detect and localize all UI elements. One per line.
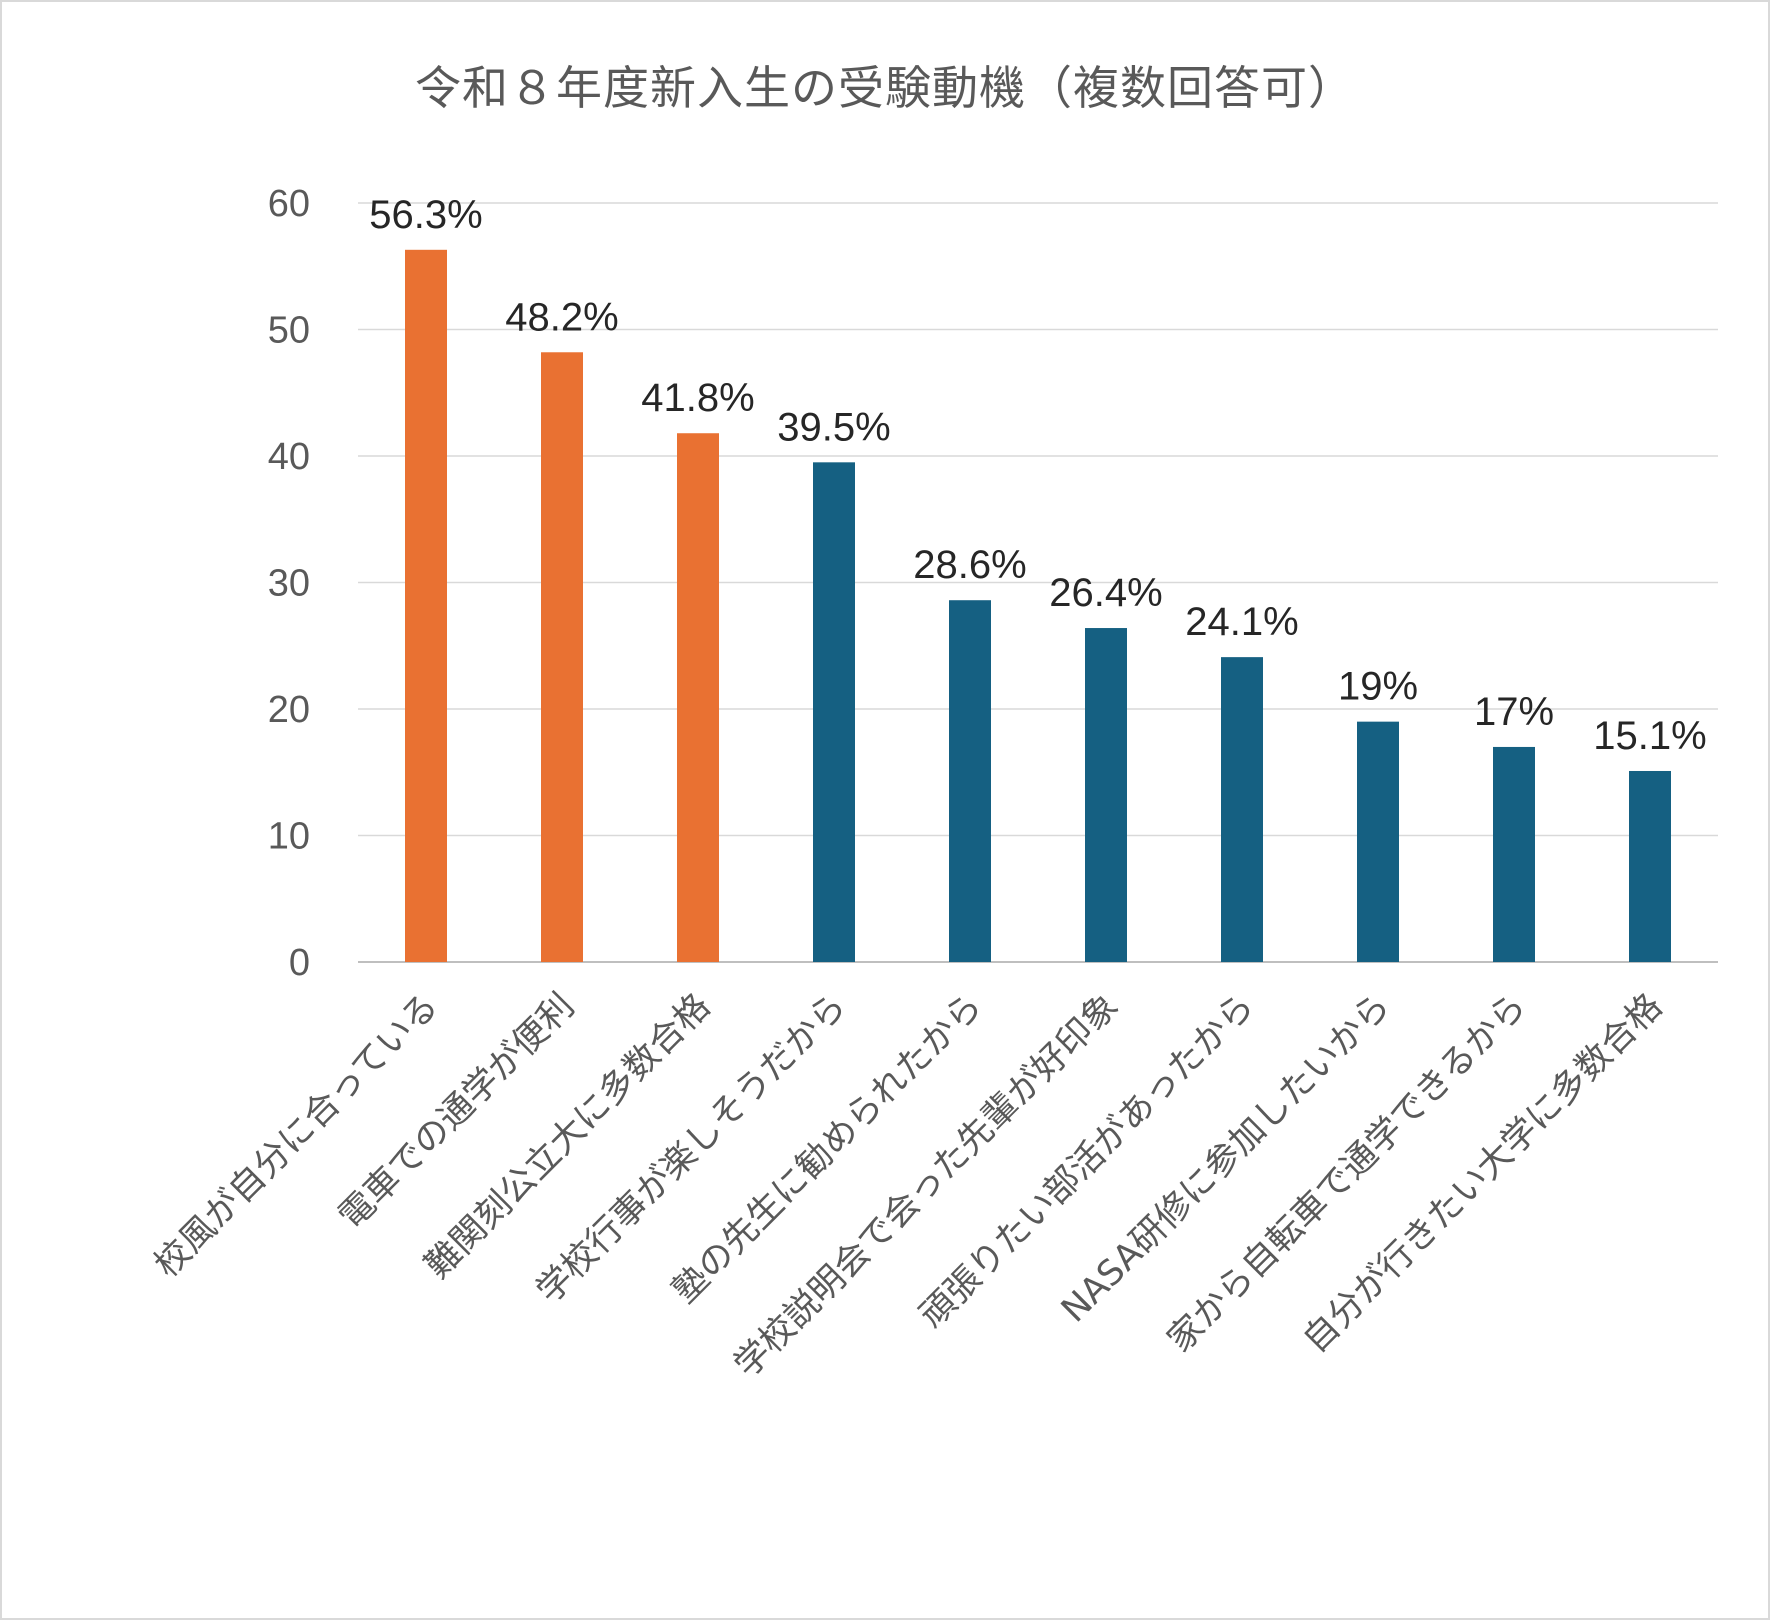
bar <box>1085 628 1127 962</box>
data-label: 56.3% <box>369 193 482 237</box>
data-label: 24.1% <box>1185 600 1298 644</box>
data-label: 17% <box>1474 690 1554 734</box>
y-axis-ticks: 0 10 20 30 40 50 60 <box>268 183 310 984</box>
data-label: 41.8% <box>641 376 754 420</box>
bar <box>949 600 991 962</box>
bar <box>813 462 855 962</box>
y-tick-label: 40 <box>268 436 310 478</box>
y-tick-label: 20 <box>268 689 310 731</box>
bar <box>1357 721 1399 962</box>
data-labels: 56.3% 48.2% 41.8% 39.5% 28.6% 26.4% 24.1% 19% 17… <box>369 193 1706 758</box>
category-labels: 校風が自分に合っている電車での通学が便利難関刻公立大に多数合格学校行事が楽しそう… <box>147 986 1670 1386</box>
bar <box>541 352 583 962</box>
bar <box>677 433 719 963</box>
data-label: 48.2% <box>505 295 618 339</box>
bar <box>1221 657 1263 962</box>
data-label: 19% <box>1338 665 1418 709</box>
category-label: 校風が自分に合っている <box>147 986 446 1285</box>
y-tick-label: 30 <box>268 563 310 605</box>
bar <box>405 249 447 962</box>
category-label: 難関刻公立大に多数合格 <box>418 986 719 1287</box>
bar <box>1629 770 1671 962</box>
data-label: 28.6% <box>913 543 1026 587</box>
category-label: 電車での通学が便利 <box>331 986 582 1237</box>
bars <box>405 249 1671 963</box>
data-label: 39.5% <box>777 405 890 449</box>
y-tick-label: 0 <box>289 942 310 984</box>
chart-title: 令和８年度新入生の受験動機（複数回答可） <box>415 61 1355 115</box>
y-tick-label: 60 <box>268 183 310 225</box>
bar <box>1493 746 1535 962</box>
data-label: 26.4% <box>1049 571 1162 615</box>
gridlines <box>358 202 1718 963</box>
y-tick-label: 50 <box>268 310 310 352</box>
data-label: 15.1% <box>1593 714 1706 758</box>
y-tick-label: 10 <box>268 816 310 858</box>
